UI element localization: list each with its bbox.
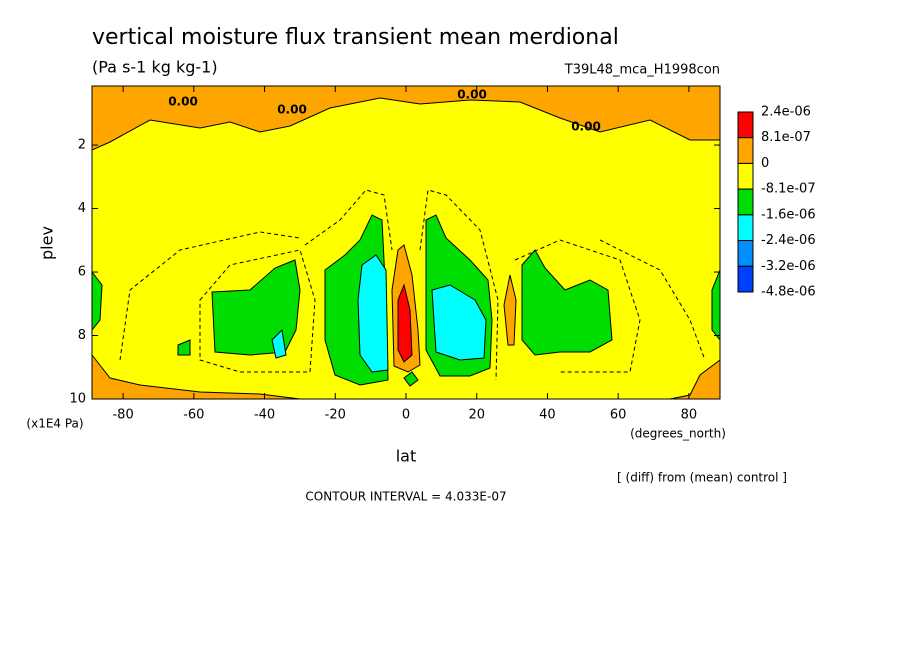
contour-band (403, 371, 419, 387)
x-tick-label: 20 (468, 408, 485, 423)
contour-band (397, 283, 413, 363)
colorbar-box (737, 188, 754, 216)
contour-line (514, 239, 641, 373)
contour-line (119, 231, 301, 361)
chart-title: vertical moisture flux transient mean me… (92, 25, 619, 50)
contour-line (199, 249, 316, 373)
x-tick-label: -20 (325, 408, 346, 423)
x-tick-label: -40 (254, 408, 275, 423)
y-units: (x1E4 Pa) (26, 417, 83, 431)
contour-band (211, 259, 301, 356)
contour-band (271, 328, 287, 359)
contour-label: 0.00 (277, 103, 307, 117)
colorbar-box (737, 240, 754, 267)
x-tick-label: 0 (402, 408, 410, 423)
x-tick-label: 40 (539, 408, 556, 423)
colorbar-box (737, 265, 754, 293)
colorbar-box (737, 111, 754, 139)
y-tick-label: 4 (78, 201, 86, 216)
colorbar-label: -4.8e-06 (761, 285, 816, 300)
y-tick-label: 8 (78, 328, 86, 343)
contour-line (304, 189, 393, 251)
y-axis-label: plev (38, 226, 57, 260)
colorbar-label: -8.1e-07 (761, 182, 816, 197)
colorbar-label: -2.4e-06 (761, 233, 816, 248)
chart-subtitle: (Pa s-1 kg kg-1) (92, 58, 218, 77)
contour-band (503, 274, 517, 346)
colorbar-box (737, 162, 754, 190)
contour-band (521, 249, 613, 356)
x-tick-label: -60 (183, 408, 204, 423)
contour-label: 0.00 (457, 88, 487, 102)
contour-field (91, 85, 721, 400)
contour-band (431, 284, 487, 361)
colorbar-label: 2.4e-06 (761, 105, 811, 120)
diff-note: [ (diff) from (mean) control ] (617, 471, 787, 485)
x-tick-label: 80 (681, 408, 698, 423)
contour-band (91, 85, 721, 151)
y-tick-label: 2 (78, 138, 86, 153)
contour-label: 0.00 (571, 120, 601, 134)
y-tick-label: 6 (78, 265, 86, 280)
colorbar-label: -1.6e-06 (761, 207, 816, 222)
colorbar-box (737, 137, 754, 164)
x-tick-label: -80 (112, 408, 133, 423)
colorbar-box (737, 214, 754, 242)
contour-line (419, 189, 499, 381)
contour-band (357, 254, 389, 373)
contour-band (177, 339, 191, 356)
contour-label: 0.00 (168, 95, 198, 109)
run-label: T39L48_mca_H1998con (564, 63, 720, 78)
colorbar-label: -3.2e-06 (761, 259, 816, 274)
x-axis-label: lat (396, 447, 417, 466)
colorbar-label: 0 (761, 156, 769, 171)
x-units: (degrees_north) (630, 427, 726, 441)
y-tick-label: 10 (69, 392, 86, 407)
x-tick-label: 60 (610, 408, 627, 423)
colorbar-label: 8.1e-07 (761, 130, 811, 145)
contour-interval: CONTOUR INTERVAL = 4.033E-07 (305, 490, 506, 504)
